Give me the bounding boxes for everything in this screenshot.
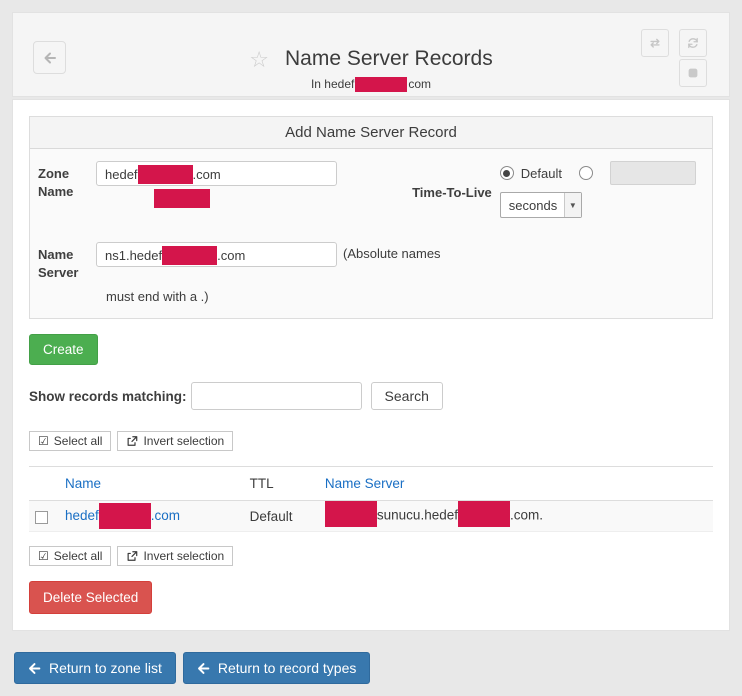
zone-name-row: Zone Name hedef .com Time-To-Live Default — [38, 161, 704, 218]
ttl-header: TTL — [243, 466, 319, 502]
redaction-block — [355, 77, 408, 93]
checkbox-column-header — [29, 466, 59, 502]
repeat-icon — [648, 36, 662, 50]
ttl-unit-value: seconds — [508, 197, 558, 213]
ttl-group: Time-To-Live Default seconds ▼ — [412, 161, 704, 218]
favorite-star-icon[interactable]: ☆ — [249, 47, 269, 72]
record-name-prefix: hedef — [65, 507, 99, 523]
selection-controls-bottom: ☑ Select all Invert selection — [29, 546, 713, 567]
table-header-row: Name TTL Name Server — [29, 466, 713, 502]
return-to-zone-list-button[interactable]: Return to zone list — [14, 652, 176, 685]
repeat-button[interactable] — [641, 29, 669, 57]
subtitle-prefix: In hedef — [310, 77, 355, 91]
share-square-icon — [126, 550, 138, 562]
delete-selected-button[interactable]: Delete Selected — [29, 581, 153, 615]
row-checkbox[interactable] — [35, 510, 48, 524]
record-name-link[interactable]: hedef .com — [65, 503, 181, 530]
redaction-block — [457, 501, 510, 528]
record-ns-part1: sunucu.hedef — [376, 507, 458, 523]
page-subtitle: In hedef com — [13, 77, 729, 93]
invert-selection-button[interactable]: Invert selection — [117, 546, 234, 567]
name-server-suffix: .com — [217, 247, 246, 263]
record-ttl: Default — [243, 500, 319, 533]
redaction-block — [137, 165, 193, 184]
absolute-names-hint-line2: must end with a .) — [106, 289, 209, 305]
return-to-zone-list-label: Return to zone list — [49, 660, 162, 677]
table-row: hedef .com Default sunucu.hedef .com. — [29, 500, 713, 533]
add-record-form: Zone Name hedef .com Time-To-Live Default — [30, 149, 712, 319]
redaction-block — [98, 503, 151, 530]
redaction-block — [324, 501, 377, 528]
name-server-row: Name Server ns1.hedef .com (Absolute name… — [38, 242, 704, 281]
panel-title: Add Name Server Record — [30, 117, 712, 149]
create-button[interactable]: Create — [29, 334, 98, 366]
select-all-label: Select all — [53, 549, 103, 564]
records-table: Name TTL Name Server hedef .com Default s… — [29, 466, 713, 533]
name-server-prefix: ns1.hedef — [105, 247, 163, 263]
sort-by-name-header[interactable]: Name — [59, 466, 244, 502]
sort-by-name-server-header[interactable]: Name Server — [318, 466, 713, 502]
chevron-down-icon: ▼ — [563, 193, 581, 217]
ttl-unit-select[interactable]: seconds ▼ — [499, 192, 582, 218]
absolute-names-hint-line1: (Absolute names — [343, 246, 441, 261]
ttl-label: Time-To-Live — [412, 185, 492, 200]
arrow-left-icon — [28, 662, 41, 675]
select-all-button[interactable]: ☑ Select all — [29, 546, 112, 567]
return-to-record-types-button[interactable]: Return to record types — [182, 652, 371, 685]
page-title: Name Server Records — [285, 47, 493, 70]
record-name-suffix: .com — [150, 507, 181, 523]
invert-selection-button[interactable]: Invert selection — [117, 431, 234, 452]
stop-icon — [686, 66, 700, 80]
arrow-left-icon — [42, 50, 58, 66]
name-server-label: Name Server — [38, 247, 79, 280]
header-actions — [641, 29, 707, 87]
zone-name-suffix: .com — [192, 166, 221, 182]
name-server-input[interactable]: ns1.hedef .com — [96, 242, 337, 267]
ttl-default-label: Default — [520, 165, 562, 181]
add-record-panel: Add Name Server Record Zone Name hedef .c… — [29, 116, 713, 320]
record-name-server: sunucu.hedef .com. — [318, 500, 713, 533]
zone-name-label: Zone Name — [38, 166, 74, 199]
search-button[interactable]: Search — [370, 382, 443, 411]
check-square-icon: ☑ — [38, 434, 49, 449]
ttl-value-input[interactable] — [610, 161, 696, 185]
redaction-block — [154, 189, 210, 208]
select-all-button[interactable]: ☑ Select all — [29, 431, 112, 452]
refresh-button[interactable] — [679, 29, 707, 57]
header-title-block: ☆ Name Server Records In hedef com — [13, 47, 729, 93]
redaction-block — [162, 246, 218, 265]
search-label: Show records matching: — [29, 388, 187, 404]
refresh-icon — [686, 36, 700, 50]
record-ns-suffix: .com. — [509, 507, 543, 523]
back-button[interactable] — [33, 41, 66, 74]
invert-selection-label: Invert selection — [143, 434, 225, 449]
ttl-default-radio[interactable] — [499, 166, 514, 180]
check-square-icon: ☑ — [38, 549, 49, 564]
search-row: Show records matching: Search — [29, 382, 713, 411]
page-header: ☆ Name Server Records In hedef com — [12, 12, 730, 97]
stop-button[interactable] — [679, 59, 707, 87]
main-content: Add Name Server Record Zone Name hedef .c… — [12, 99, 730, 632]
zone-name-prefix: hedef — [105, 166, 138, 182]
footer-navigation: Return to zone list Return to record typ… — [12, 652, 730, 685]
subtitle-suffix: com — [408, 77, 432, 91]
return-to-record-types-label: Return to record types — [217, 660, 357, 677]
invert-selection-label: Invert selection — [143, 549, 225, 564]
ttl-custom-radio[interactable] — [579, 166, 593, 180]
share-square-icon — [126, 435, 138, 447]
zone-name-input[interactable]: hedef .com — [96, 161, 337, 186]
selection-controls-top: ☑ Select all Invert selection — [29, 431, 713, 452]
select-all-label: Select all — [53, 434, 103, 449]
search-input[interactable] — [190, 382, 362, 411]
arrow-left-icon — [197, 662, 210, 675]
